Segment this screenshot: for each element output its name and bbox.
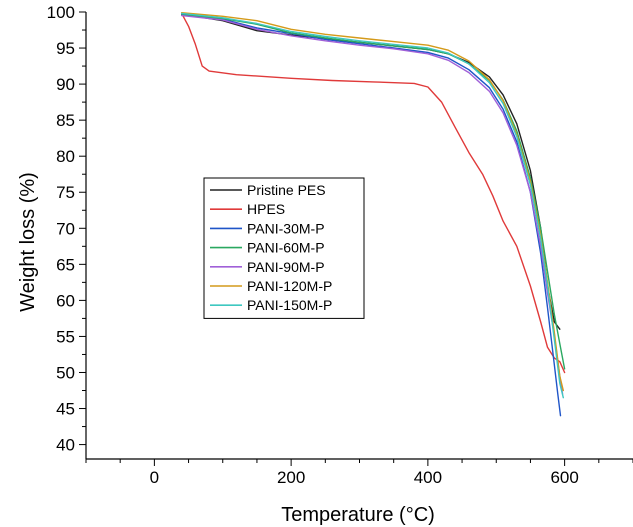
y-tick-label: 55 [56,327,75,346]
legend-label: PANI-90M-P [247,259,325,275]
y-tick-label: 40 [56,436,75,455]
legend-label: PANI-60M-P [247,240,325,256]
y-tick-label: 45 [56,400,75,419]
series-layer [181,12,566,417]
x-tick-label: 600 [550,468,578,487]
legend-label: PANI-120M-P [247,278,332,294]
legend-label: PANI-30M-P [247,220,325,236]
legend-label: Pristine PES [247,182,326,198]
y-tick-label: 70 [56,219,75,238]
y-axis-title: Weight loss (%) [17,172,39,312]
legend-label: HPES [247,201,285,217]
y-tick-label: 50 [56,363,75,382]
y-tick-label: 60 [56,291,75,310]
y-tick-label: 80 [56,147,75,166]
y-tick-label: 100 [47,3,75,22]
series-line-hpes [181,12,566,374]
y-tick-label: 65 [56,255,75,274]
axes: 0 200 400 600 40 45 50 55 60 65 70 75 80 85 90 95 100 [47,3,633,487]
legend-label: PANI-150M-P [247,297,332,313]
x-axis-title: Temperature (°C) [281,504,435,526]
y-tick-label: 75 [56,183,75,202]
x-tick-label: 400 [414,468,442,487]
y-tick-label: 90 [56,75,75,94]
y-tick-label: 85 [56,111,75,130]
series-line-pani-90m-p [181,14,564,395]
x-tick-label: 0 [150,468,159,487]
series-line-pani-150m-p [181,12,564,399]
x-tick-label: 200 [277,468,305,487]
legend: Pristine PES HPES PANI-30M-P PANI-60M-P PANI… [203,177,365,319]
y-tick-label: 95 [56,39,75,58]
